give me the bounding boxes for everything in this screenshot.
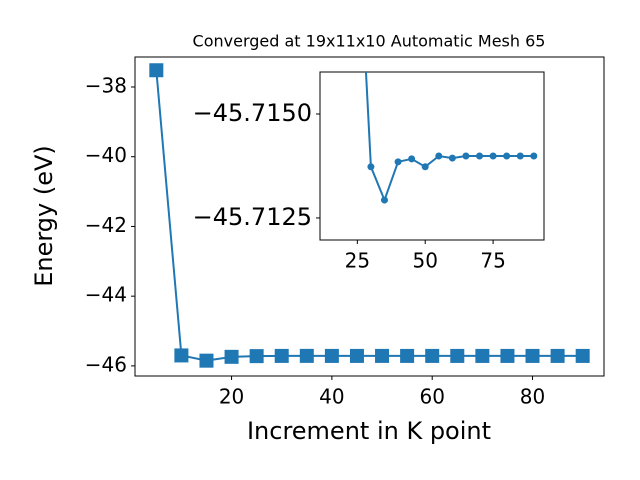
marker — [408, 155, 416, 163]
marker — [421, 163, 429, 171]
marker — [525, 348, 540, 363]
y-tick-label: −44 — [85, 283, 127, 307]
marker — [462, 152, 470, 160]
marker — [380, 196, 388, 204]
x-tick-label: 80 — [520, 385, 545, 409]
marker — [149, 63, 164, 78]
y-tick-label: −45.7150 — [193, 99, 312, 127]
marker — [199, 353, 214, 368]
marker — [489, 152, 497, 160]
marker — [274, 348, 289, 363]
plot-area — [149, 63, 590, 368]
marker — [530, 152, 538, 160]
marker — [349, 348, 364, 363]
marker — [475, 348, 490, 363]
y-tick-label: −42 — [85, 213, 127, 237]
marker — [375, 348, 390, 363]
marker — [503, 152, 511, 160]
marker — [448, 154, 456, 162]
marker — [425, 348, 440, 363]
x-tick-label: 40 — [319, 385, 344, 409]
marker — [249, 349, 264, 364]
marker — [394, 158, 402, 166]
y-tick-label: −46 — [85, 352, 127, 376]
y-tick-label: −38 — [85, 73, 127, 97]
marker — [224, 349, 239, 364]
marker — [324, 348, 339, 363]
marker — [299, 348, 314, 363]
x-tick-label: 60 — [419, 385, 444, 409]
chart-title: Converged at 19x11x10 Automatic Mesh 65 — [193, 32, 546, 51]
x-tick-label: 50 — [412, 249, 437, 273]
x-tick-label: 25 — [345, 249, 370, 273]
y-tick-label: −45.7125 — [193, 203, 312, 231]
marker — [400, 348, 415, 363]
marker — [516, 152, 524, 160]
marker — [500, 348, 515, 363]
y-tick-label: −40 — [85, 143, 127, 167]
marker — [450, 348, 465, 363]
x-tick-label: 20 — [219, 385, 244, 409]
x-axis-label: Increment in K point — [247, 417, 491, 445]
plot-area — [364, 72, 538, 204]
marker — [435, 152, 443, 160]
marker — [476, 152, 484, 160]
x-tick-label: 75 — [480, 249, 505, 273]
marker — [367, 163, 375, 171]
y-axis-label: Energy (eV) — [30, 145, 58, 287]
marker — [575, 348, 590, 363]
marker — [550, 348, 565, 363]
line — [364, 72, 534, 203]
marker — [174, 348, 189, 363]
